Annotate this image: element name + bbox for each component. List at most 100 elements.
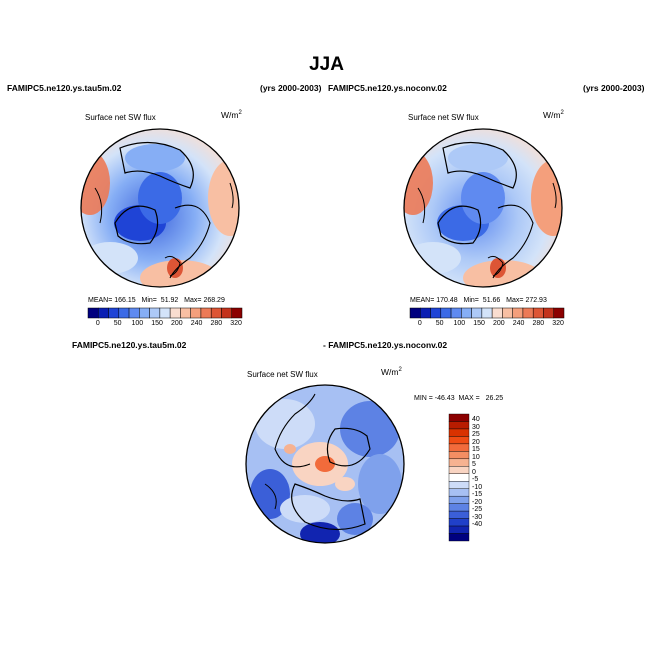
diff-colorbar-ticks: 40 30 25 20 15 10 5 0 -5 -10 -15 -20 -25 -30 -40 [472, 414, 502, 541]
colorbar-swatch [87, 307, 99, 319]
colorbar-swatch [491, 307, 503, 319]
colorbar-tick-label: -30 [472, 513, 483, 521]
colorbar-swatch [471, 307, 483, 319]
colorbar-tick-label: 280 [210, 320, 223, 327]
colorbar-tick-label: 320 [230, 320, 242, 327]
left-years: (yrs 2000-2003) [260, 83, 322, 93]
colorbar-swatch [461, 307, 472, 319]
colorbar-swatch [149, 307, 161, 319]
colorbar-swatch [448, 466, 470, 474]
colorbar-swatch [190, 307, 202, 319]
colorbar-swatch [128, 307, 140, 319]
colorbar-swatch [409, 307, 421, 319]
colorbar-tick-label: 320 [552, 320, 564, 327]
colorbar-swatch [108, 307, 120, 319]
diff-case-a: FAMIPC5.ne120.ys.tau5m.02 [72, 340, 187, 350]
colorbar-swatch [98, 307, 109, 319]
colorbar-tick-label: 5 [472, 461, 476, 469]
colorbar-tick-label: 10 [472, 453, 480, 461]
colorbar-tick-label: 240 [512, 320, 525, 327]
diff-field-label: Surface net SW flux [247, 370, 318, 379]
colorbar-swatch [448, 495, 470, 504]
colorbar-swatch [448, 510, 470, 519]
colorbar-tick-label: -40 [472, 521, 483, 529]
colorbar-swatch [448, 481, 470, 489]
colorbar-tick-label: 0 [417, 320, 422, 327]
colorbar-tick-label: -10 [472, 483, 483, 491]
colorbar-swatch [180, 307, 191, 319]
colorbar-swatch [448, 413, 470, 422]
colorbar-swatch [450, 307, 462, 319]
colorbar-swatch [159, 307, 171, 319]
colorbar-swatch [231, 307, 243, 319]
left-case-name: FAMIPC5.ne120.ys.tau5m.02 [7, 83, 122, 93]
colorbar-tick-label: 200 [493, 320, 505, 327]
right-colorbar [409, 307, 565, 319]
right-field-label: Surface net SW flux [408, 113, 479, 122]
colorbar-tick-label: 0 [472, 468, 476, 476]
difference-polar-map [245, 384, 405, 544]
diff-colorbar [448, 413, 470, 542]
colorbar-swatch [502, 307, 513, 319]
right-stats: MEAN= 170.48 Min= 51.66 Max= 272.93 [410, 297, 547, 304]
right-case-name: FAMIPC5.ne120.ys.noconv.02 [328, 83, 447, 93]
right-years: (yrs 2000-2003) [583, 83, 645, 93]
colorbar-swatch [448, 518, 470, 527]
colorbar-swatch [169, 307, 181, 319]
figure-title: JJA [309, 54, 344, 75]
colorbar-tick-label: 150 [473, 320, 485, 327]
left-colorbar-ticks: 0 50 100 150 200 240 280 320 [88, 320, 242, 330]
colorbar-swatch [553, 307, 565, 319]
colorbar-swatch [420, 307, 431, 319]
colorbar-swatch [118, 307, 130, 319]
colorbar-swatch [440, 307, 452, 319]
colorbar-swatch [481, 307, 493, 319]
colorbar-swatch [448, 451, 470, 460]
colorbar-swatch [448, 458, 470, 467]
diff-case-b: - FAMIPC5.ne120.ys.noconv.02 [323, 340, 448, 350]
diff-minmax: MIN = -46.43 MAX = 26.25 [414, 395, 504, 402]
colorbar-swatch [448, 443, 470, 452]
colorbar-swatch [210, 307, 222, 319]
diff-units: W/m2 [381, 367, 402, 377]
colorbar-swatch [512, 307, 524, 319]
left-stats: MEAN= 166.15 Min= 51.92 Max= 268.29 [88, 297, 225, 304]
colorbar-tick-label: 25 [472, 431, 480, 439]
colorbar-tick-label: 50 [113, 320, 122, 327]
colorbar-tick-label: 280 [532, 320, 545, 327]
left-field-label: Surface net SW flux [85, 113, 156, 122]
colorbar-swatch [448, 503, 470, 512]
colorbar-tick-label: -15 [472, 491, 483, 499]
colorbar-tick-label: 30 [472, 423, 480, 431]
colorbar-swatch [448, 525, 470, 534]
colorbar-swatch [139, 307, 150, 319]
colorbar-swatch [200, 307, 212, 319]
colorbar-tick-label: 0 [95, 320, 100, 327]
colorbar-swatch [448, 428, 470, 437]
colorbar-swatch [221, 307, 232, 319]
left-units: W/m2 [221, 110, 242, 120]
colorbar-tick-label: 100 [453, 320, 466, 327]
colorbar-tick-label: 200 [171, 320, 183, 327]
colorbar-tick-label: 15 [472, 446, 480, 454]
right-polar-map [403, 128, 563, 288]
colorbar-swatch [448, 473, 470, 482]
colorbar-tick-label: 240 [190, 320, 203, 327]
colorbar-swatch [448, 533, 470, 542]
colorbar-swatch [522, 307, 534, 319]
colorbar-swatch [430, 307, 442, 319]
colorbar-tick-label: 40 [472, 416, 480, 424]
colorbar-tick-label: -20 [472, 498, 483, 506]
right-colorbar-ticks: 0 50 100 150 200 240 280 320 [410, 320, 564, 330]
colorbar-tick-label: -25 [472, 506, 483, 514]
left-colorbar [87, 307, 243, 319]
colorbar-swatch [448, 436, 470, 445]
colorbar-tick-label: -5 [472, 476, 479, 484]
colorbar-tick-label: 100 [131, 320, 144, 327]
colorbar-tick-label: 20 [472, 438, 480, 446]
left-polar-map [80, 128, 240, 288]
right-units: W/m2 [543, 110, 564, 120]
colorbar-swatch [448, 488, 470, 497]
colorbar-tick-label: 150 [151, 320, 163, 327]
colorbar-swatch [543, 307, 554, 319]
